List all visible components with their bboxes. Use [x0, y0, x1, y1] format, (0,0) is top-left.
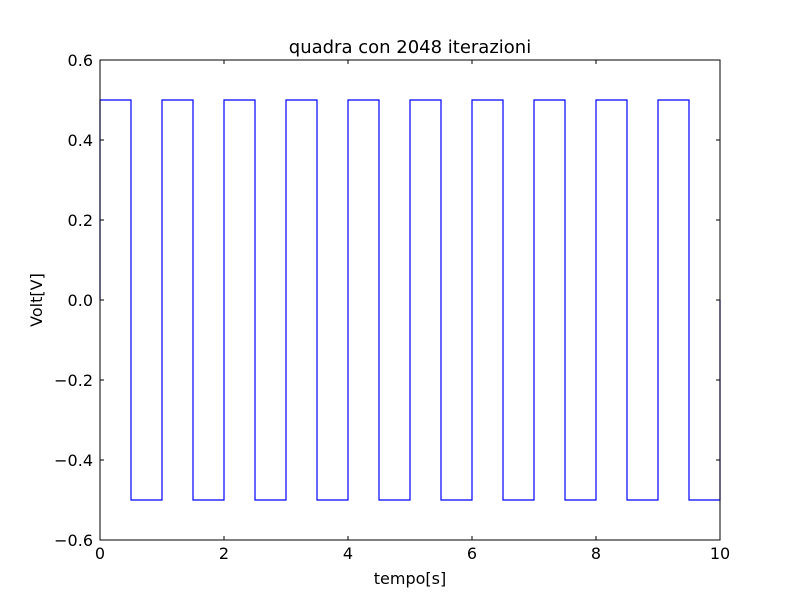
y-tick-label: 0.6	[68, 51, 93, 70]
x-tick-label: 2	[219, 544, 229, 563]
y-tick-label: 0.4	[68, 131, 93, 150]
x-tick-label: 4	[343, 544, 353, 563]
y-tick-label: 0.0	[68, 291, 93, 310]
x-tick-label: 6	[467, 544, 477, 563]
y-tick-label: 0.2	[68, 211, 93, 230]
x-tick-label: 10	[710, 544, 730, 563]
x-tick-label: 0	[95, 544, 105, 563]
series-layer	[99, 99, 721, 501]
plot-frame	[99, 59, 721, 541]
series-line-0	[99, 99, 721, 501]
y-tick-label: −0.4	[54, 451, 93, 470]
y-tick-label: −0.2	[54, 371, 93, 390]
x-axis-label: tempo[s]	[374, 569, 446, 588]
x-tick-label: 8	[591, 544, 601, 563]
y-tick-label: −0.6	[54, 531, 93, 550]
y-axis-label: Volt[V]	[27, 273, 46, 327]
chart-title: quadra con 2048 iterazioni	[289, 37, 531, 58]
